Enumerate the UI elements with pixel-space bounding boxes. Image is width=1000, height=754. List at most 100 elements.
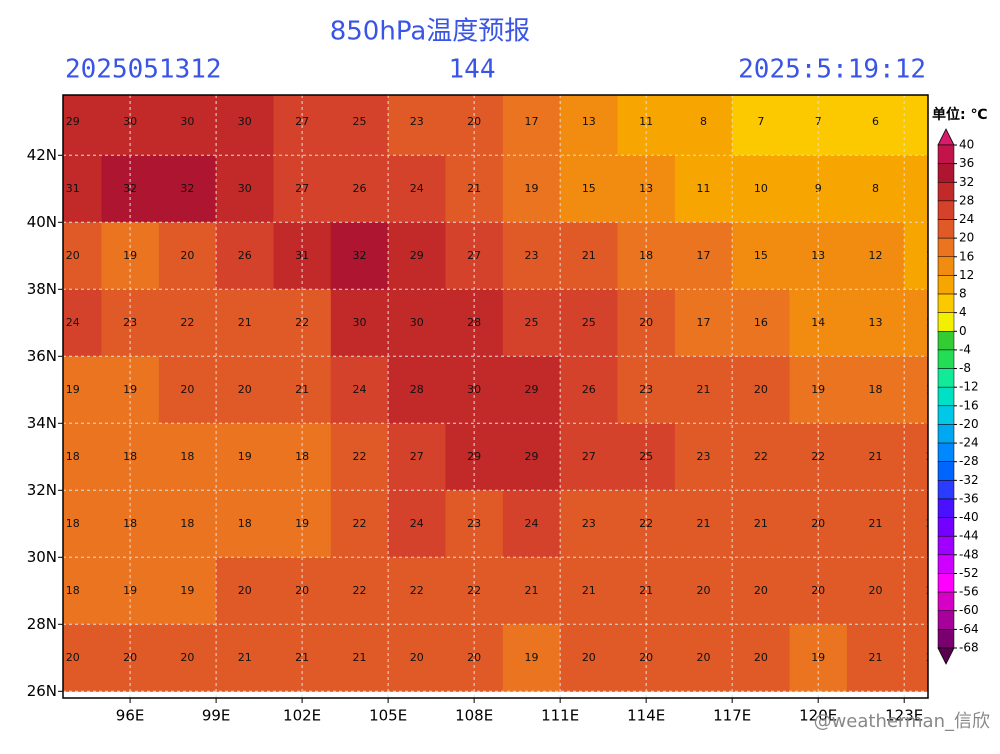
temperature-value: 8 <box>872 182 879 195</box>
colorbar-band <box>937 517 955 537</box>
temperature-value: 24 <box>410 182 424 195</box>
temperature-cell <box>388 557 446 625</box>
colorbar-band <box>937 480 955 500</box>
temperature-cell <box>330 356 389 424</box>
temperature-value: 28 <box>410 383 424 396</box>
temperature-cell <box>732 356 791 424</box>
temperature-cell <box>674 624 733 692</box>
temperature-cell <box>560 557 618 625</box>
temperature-value: 10 <box>754 182 768 195</box>
temperature-value: 22 <box>352 584 366 597</box>
temperature-cell <box>388 222 446 290</box>
temperature-cell <box>732 423 791 491</box>
temperature-cell <box>216 155 274 223</box>
temperature-value: 30 <box>238 115 252 128</box>
temperature-value: 26 <box>238 249 252 262</box>
temperature-cell <box>560 624 618 692</box>
colorbar-label: -12 <box>959 380 979 394</box>
temperature-value: 20 <box>238 383 252 396</box>
map-field: 2930303027252320171311877653132323027262… <box>63 95 940 692</box>
temperature-cell <box>158 155 217 223</box>
colorbar-label: 40 <box>959 138 974 152</box>
temperature-value: 25 <box>352 115 366 128</box>
temperature-cell <box>846 356 905 424</box>
temperature-value: 23 <box>410 115 424 128</box>
colorbar-band <box>937 573 955 593</box>
temperature-cell <box>846 624 905 692</box>
temperature-cell <box>502 490 561 558</box>
temperature-cell <box>158 557 217 625</box>
temperature-cell <box>560 423 618 491</box>
temperature-value: 32 <box>180 182 194 195</box>
temperature-cell <box>904 155 928 223</box>
temperature-value: 22 <box>295 316 309 329</box>
temperature-cell <box>63 356 102 424</box>
temperature-value: 17 <box>697 249 711 262</box>
temperature-cell <box>904 95 928 156</box>
map-overlay: 96E 99E 102E 105E 108E 111E 114E 117E 120E 123E 26… <box>27 95 928 725</box>
valid-time: 2025:5:19:12 <box>738 55 926 85</box>
colorbar-band <box>937 163 955 183</box>
temperature-value: 20 <box>467 651 481 664</box>
temperature-cell <box>63 289 102 357</box>
temperature-value: 19 <box>238 450 252 463</box>
temperature-value: 18 <box>66 450 80 463</box>
y-tick-label: 28N <box>27 615 57 633</box>
temperature-value: 30 <box>180 115 194 128</box>
temperature-value: 22 <box>352 517 366 530</box>
x-tick-label: 102E <box>283 707 321 725</box>
temperature-cell <box>502 155 561 223</box>
temperature-cell <box>330 490 389 558</box>
temperature-cell <box>674 490 733 558</box>
temperature-value: 21 <box>582 584 596 597</box>
temperature-value: 31 <box>66 182 80 195</box>
temperature-cell <box>732 624 791 692</box>
colorbar-band <box>937 405 955 425</box>
temperature-value: 24 <box>66 316 80 329</box>
title: 850hPa温度预报 <box>330 17 531 47</box>
temperature-cell <box>674 155 733 223</box>
watermark: @weatherman_信欣 <box>814 711 990 732</box>
temperature-cell <box>674 557 733 625</box>
temperature-cell <box>216 222 274 290</box>
temperature-cell <box>560 155 618 223</box>
temperature-cell <box>158 95 217 156</box>
temperature-cell <box>388 289 446 357</box>
temperature-value: 7 <box>757 115 764 128</box>
temperature-cell <box>216 289 274 357</box>
colorbar-label: -44 <box>959 529 979 543</box>
temperature-cell <box>63 490 102 558</box>
temperature-value: 20 <box>238 584 252 597</box>
temperature-cell <box>63 155 102 223</box>
temperature-value: 32 <box>123 182 137 195</box>
temperature-value: 20 <box>582 651 596 664</box>
temperature-value: 21 <box>238 651 252 664</box>
colorbar-label: -52 <box>959 566 979 580</box>
temperature-value: 21 <box>926 584 940 597</box>
temperature-value: 17 <box>697 316 711 329</box>
temperature-value: 18 <box>66 517 80 530</box>
colorbar-band <box>937 200 955 220</box>
temperature-cell <box>674 222 733 290</box>
temperature-cell <box>732 222 791 290</box>
temperature-cell <box>216 95 274 156</box>
temperature-cell <box>732 289 791 357</box>
temperature-value: 21 <box>697 383 711 396</box>
temperature-cell <box>904 423 928 491</box>
temperature-value: 21 <box>467 182 481 195</box>
colorbar-band <box>937 219 955 239</box>
temperature-cell <box>674 289 733 357</box>
temperature-cell <box>330 624 389 692</box>
temperature-value: 26 <box>352 182 366 195</box>
colorbar-band <box>937 349 955 369</box>
temperature-value: 21 <box>869 450 883 463</box>
colorbar-label: 36 <box>959 156 974 170</box>
temperature-cell <box>63 423 102 491</box>
temperature-value: 8 <box>700 115 707 128</box>
temperature-cell <box>846 289 905 357</box>
x-tick-label: 120E <box>799 707 837 725</box>
colorbar-label: -60 <box>959 603 979 617</box>
lead-hours: 144 <box>449 55 496 85</box>
temperature-value: 18 <box>180 450 194 463</box>
temperature-cell <box>63 95 102 156</box>
